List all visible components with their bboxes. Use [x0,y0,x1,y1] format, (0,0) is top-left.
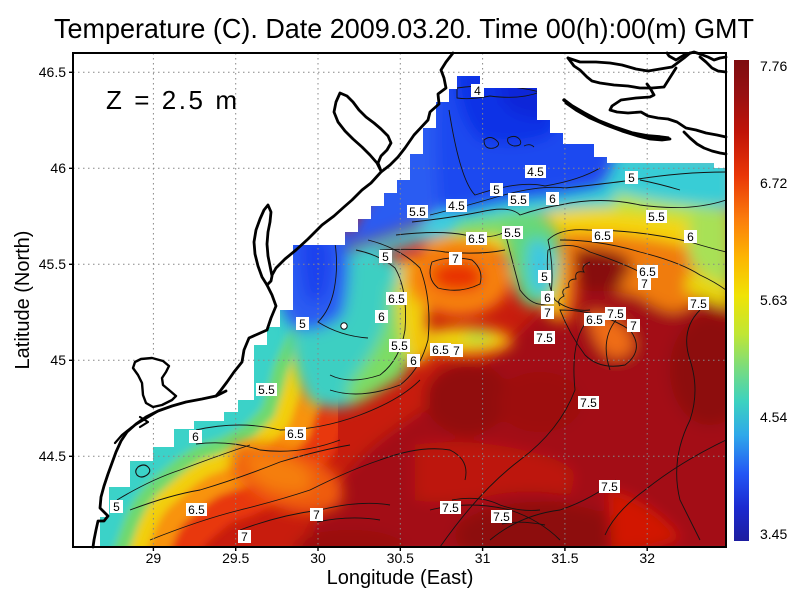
svg-text:7: 7 [313,508,320,522]
svg-text:7.76: 7.76 [760,58,787,74]
svg-text:30.5: 30.5 [387,550,414,566]
svg-text:Longitude (East): Longitude (East) [327,567,474,589]
svg-text:7.5: 7.5 [442,501,459,515]
svg-text:7.5: 7.5 [580,396,597,410]
svg-text:6.5: 6.5 [586,313,603,327]
svg-text:4.5: 4.5 [527,165,544,179]
svg-text:6.5: 6.5 [639,265,656,279]
svg-text:31: 31 [475,550,491,566]
svg-text:6: 6 [378,310,385,324]
svg-text:7: 7 [630,319,637,333]
svg-text:5: 5 [493,183,500,197]
svg-text:Latitude (North): Latitude (North) [12,231,34,370]
svg-text:7: 7 [452,252,459,266]
svg-text:6: 6 [192,430,199,444]
svg-text:5.5: 5.5 [648,210,665,224]
svg-text:5.5: 5.5 [409,205,426,219]
svg-text:5.63: 5.63 [760,292,787,308]
svg-text:7: 7 [241,530,248,544]
svg-text:6.5: 6.5 [594,229,611,243]
svg-text:4: 4 [474,84,481,98]
svg-text:6.5: 6.5 [388,292,405,306]
svg-text:6: 6 [687,230,694,244]
svg-text:5: 5 [299,317,306,331]
svg-text:7.5: 7.5 [493,510,510,524]
svg-text:7.5: 7.5 [536,331,553,345]
svg-text:3.45: 3.45 [760,526,787,542]
svg-text:7: 7 [453,344,460,358]
svg-text:7: 7 [641,277,648,291]
svg-text:6: 6 [410,354,417,368]
svg-text:45: 45 [50,352,66,368]
svg-text:46: 46 [50,160,66,176]
svg-text:5: 5 [541,270,548,284]
svg-text:7.5: 7.5 [607,307,624,321]
svg-text:45.5: 45.5 [39,256,66,272]
svg-text:5.5: 5.5 [258,383,275,397]
svg-text:31.5: 31.5 [551,550,578,566]
svg-text:5: 5 [113,500,120,514]
svg-text:Z = 2.5 m: Z = 2.5 m [106,85,237,115]
svg-text:30: 30 [310,550,326,566]
svg-text:6.5: 6.5 [432,343,449,357]
svg-text:46.5: 46.5 [39,64,66,80]
svg-text:5.5: 5.5 [510,193,527,207]
svg-text:6: 6 [544,291,551,305]
svg-text:29: 29 [146,550,162,566]
svg-text:29.5: 29.5 [222,550,249,566]
svg-text:44.5: 44.5 [39,448,66,464]
svg-text:7.5: 7.5 [601,480,618,494]
svg-text:6.72: 6.72 [760,175,787,191]
svg-text:Temperature (C). Date 2009.03.: Temperature (C). Date 2009.03.20. Time 0… [54,13,754,44]
svg-text:4.5: 4.5 [448,199,465,213]
svg-text:5: 5 [382,250,389,264]
svg-text:6.5: 6.5 [287,427,304,441]
svg-text:7: 7 [544,306,551,320]
svg-text:6.5: 6.5 [188,503,205,517]
svg-text:6: 6 [549,192,556,206]
svg-text:7.5: 7.5 [690,297,707,311]
svg-text:32: 32 [639,550,655,566]
svg-text:4.54: 4.54 [760,409,787,425]
svg-text:6.5: 6.5 [468,232,485,246]
svg-text:5.5: 5.5 [391,339,408,353]
svg-text:5.5: 5.5 [504,226,521,240]
svg-text:5: 5 [628,171,635,185]
